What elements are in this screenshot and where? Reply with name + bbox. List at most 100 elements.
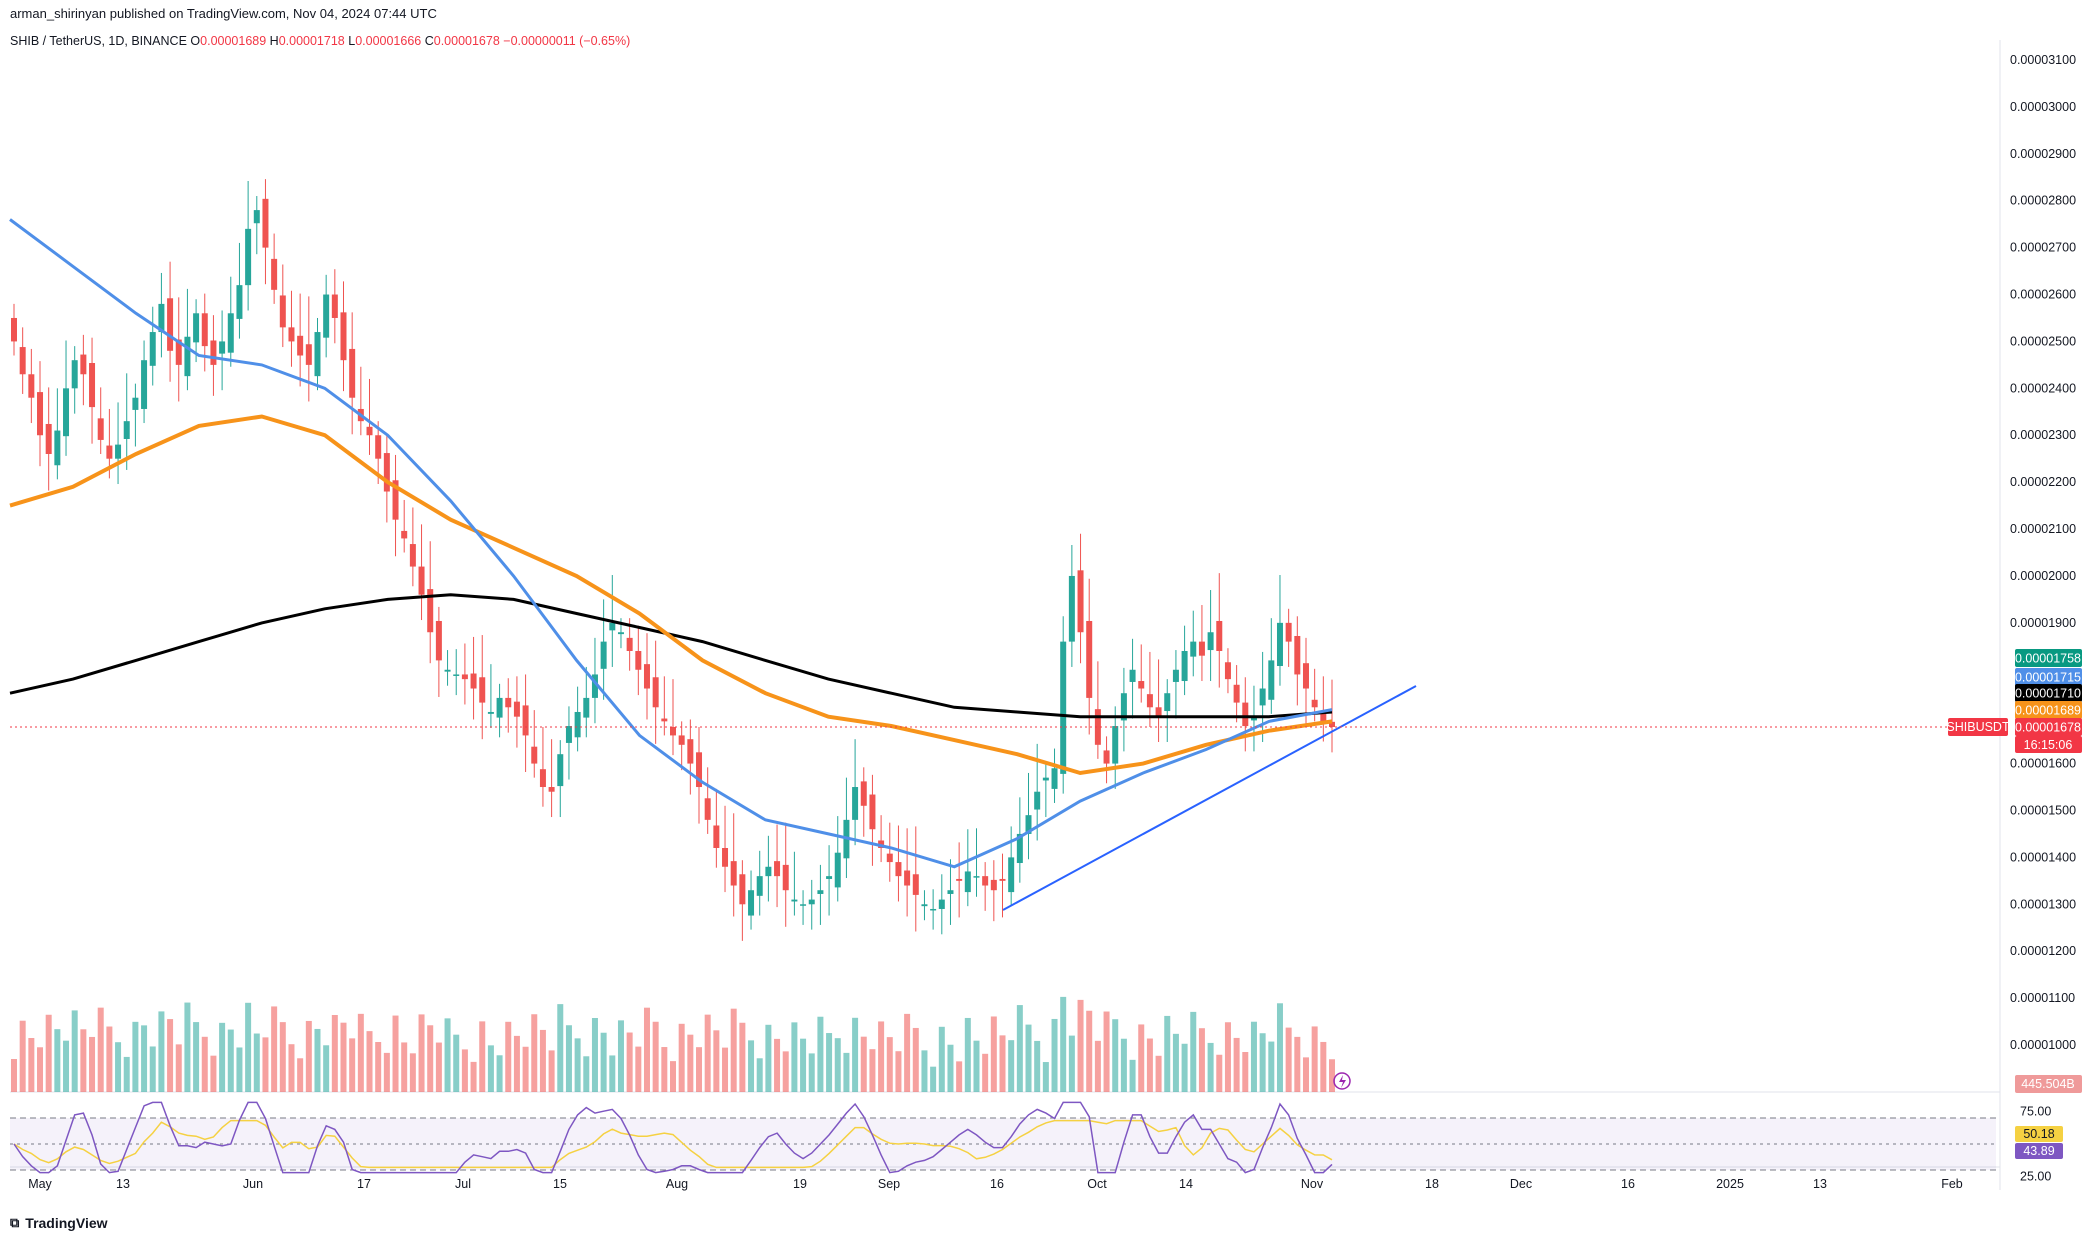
candle-body (1120, 693, 1127, 721)
volume-bar (28, 1038, 35, 1092)
symbol-tag-text: SHIBUSDT (1946, 720, 2010, 734)
candle-body (1025, 815, 1032, 834)
candle-body (904, 870, 911, 886)
candle-body (1311, 699, 1318, 708)
volume-bar (470, 1061, 477, 1092)
rsi-ma-tag (2015, 1126, 2063, 1142)
volume-bar (236, 1047, 243, 1092)
volume-bar (106, 1026, 113, 1092)
volume-bar (89, 1036, 96, 1092)
volume-bar (930, 1066, 937, 1092)
volume-bar (756, 1058, 763, 1092)
volume-bar (1042, 1062, 1049, 1092)
price-tag (2015, 718, 2082, 736)
candle-body (1268, 660, 1275, 700)
candle-body (912, 874, 919, 895)
volume-bar (331, 1015, 338, 1092)
volume-bar (921, 1050, 928, 1092)
candle-body (401, 530, 408, 539)
candle-body (808, 899, 815, 905)
volume-bar (990, 1016, 997, 1092)
candle-body (704, 798, 711, 820)
tradingview-logo-icon: ⧉ (10, 1215, 20, 1230)
volume-bar (496, 1055, 503, 1092)
volume-bar (201, 1036, 208, 1092)
volume-bar (71, 1010, 78, 1092)
candle-body (193, 313, 200, 343)
volume-bar (600, 1032, 607, 1092)
candle-body (635, 651, 642, 670)
candle-body (132, 397, 139, 410)
candle-body (886, 853, 893, 863)
candle-body (427, 589, 434, 633)
time-tick-label: 14 (1179, 1177, 1193, 1191)
open-label: O (190, 34, 201, 48)
volume-bar (1094, 1040, 1101, 1092)
volume-bar (357, 1013, 364, 1092)
price-tick-label: 0.00002000 (2010, 569, 2076, 583)
candle-body (106, 445, 113, 459)
candle-body (964, 871, 971, 893)
volume-bar (886, 1037, 893, 1092)
candle-body (1250, 716, 1257, 721)
candle-body (19, 347, 26, 375)
volume-bar (722, 1047, 729, 1092)
volume-bar (184, 1002, 191, 1092)
price-tick-label: 0.00001000 (2010, 1038, 2076, 1052)
candle-body (123, 421, 130, 439)
candle-body (522, 705, 529, 736)
volume-tag-text: 445.504B (2021, 1077, 2075, 1091)
candle-body (461, 674, 468, 680)
candle-body (1103, 750, 1110, 764)
volume-bar (956, 1061, 963, 1092)
candle-body (1181, 651, 1188, 682)
volume-bar (539, 1029, 546, 1092)
tradingview-logo[interactable]: ⧉ TradingView (10, 1215, 108, 1231)
candle-body (375, 435, 382, 459)
ma-mid-line (9, 414, 1333, 776)
volume-bar (826, 1033, 833, 1092)
price-tick-label: 0.00002700 (2010, 241, 2076, 255)
candle-body (340, 312, 347, 361)
volume-bar (1198, 1028, 1205, 1092)
time-tick-label: Jul (455, 1177, 471, 1191)
symbol-ohlc-line: SHIB / TetherUS, 1D, BINANCE O0.00001689… (10, 34, 630, 48)
candle-body (531, 746, 538, 764)
candle-body (834, 852, 841, 888)
candle-body (505, 697, 512, 708)
candle-body (366, 426, 373, 436)
price-tick-label: 0.00001100 (2010, 991, 2075, 1005)
candle-body (1094, 709, 1101, 745)
symbol-name[interactable]: SHIB / TetherUS, 1D, BINANCE (10, 34, 187, 48)
volume-bar (349, 1038, 356, 1092)
candle-body (574, 711, 581, 738)
volume-bar (149, 1046, 156, 1092)
time-tick-label: 16 (990, 1177, 1004, 1191)
change-value: −0.00000011 (−0.65%) (503, 34, 631, 48)
volume-bar (37, 1047, 44, 1092)
candle-body (1042, 777, 1049, 781)
price-tick-label: 0.00001900 (2010, 616, 2076, 630)
candle-body (28, 374, 35, 398)
candle-body (1233, 684, 1240, 703)
volume-bar (262, 1037, 269, 1092)
volume-bar (548, 1050, 555, 1092)
candle-body (219, 341, 226, 354)
volume-bar (912, 1027, 919, 1092)
volume-bar (167, 1019, 174, 1092)
candle-body (80, 354, 87, 375)
volume-bar (843, 1052, 850, 1092)
volume-bar (115, 1042, 122, 1092)
volume-bar (782, 1051, 789, 1092)
candle-body (1276, 622, 1283, 667)
time-tick-label: Dec (1510, 1177, 1532, 1191)
volume-bar (635, 1046, 642, 1092)
volume-bar (852, 1017, 859, 1092)
volume-bar (253, 1033, 260, 1092)
candle-body (1224, 662, 1231, 680)
tradingview-logo-text: TradingView (25, 1215, 108, 1231)
rsi-tag-text: 43.89 (2023, 1144, 2054, 1158)
volume-bar (557, 1004, 564, 1092)
ma-long-line (9, 593, 1333, 719)
